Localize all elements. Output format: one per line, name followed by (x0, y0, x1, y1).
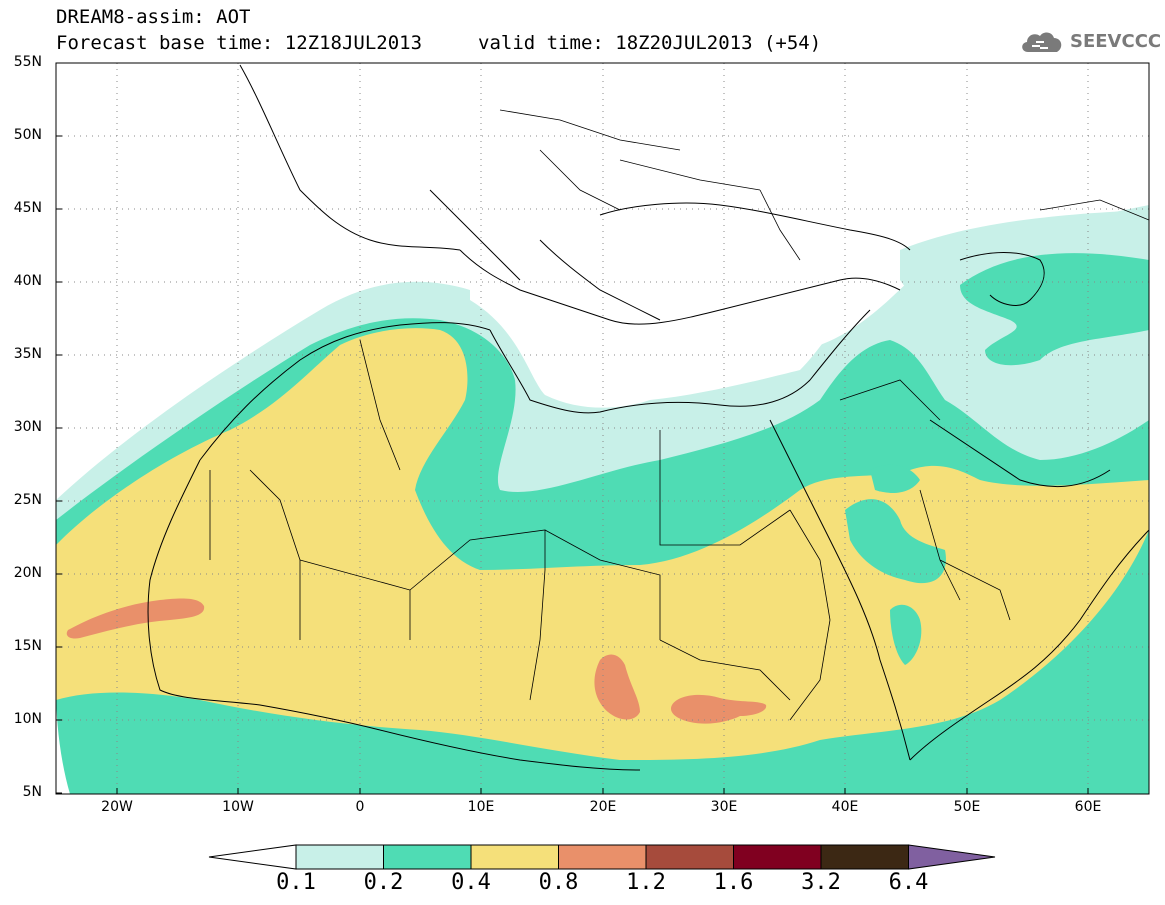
colorbar-label: 3.2 (801, 870, 841, 895)
valid-time: valid time: 18Z20JUL2013 (+54) (478, 32, 822, 54)
colorbar-label: 0.4 (451, 870, 491, 895)
cloud-icon (1022, 32, 1062, 52)
colorbar-under-triangle (208, 844, 297, 870)
aot-contour-0.8-west (66, 598, 205, 639)
colorbar-label: 0.1 (276, 870, 316, 895)
lon-label: 20E (589, 799, 617, 815)
lat-label: 55N (13, 54, 42, 70)
colorbar-box-0.8 (558, 844, 647, 870)
colorbar-over-triangle (908, 844, 996, 870)
colorbar-label: 0.2 (363, 870, 404, 895)
coastlines (147, 64, 1149, 771)
colorbar-box-0.2 (383, 844, 472, 870)
lat-label: 30N (13, 419, 42, 435)
graticule (56, 63, 1149, 794)
colorbar-label: 0.8 (538, 870, 579, 895)
lon-label: 0 (355, 799, 365, 815)
axis-ticks (56, 62, 1089, 794)
lon-label: 40E (831, 799, 859, 815)
colorbar (208, 844, 996, 870)
lat-label: 35N (13, 346, 42, 362)
lon-label: 10E (467, 799, 495, 815)
colorbar-label: 1.6 (713, 870, 754, 895)
aot-contour-0.8-central (594, 654, 640, 720)
lat-label: 5N (22, 784, 42, 800)
lat-label: 40N (13, 273, 42, 289)
lat-label: 50N (13, 127, 42, 143)
chart-title: DREAM8-assim: AOT (56, 6, 251, 28)
colorbar-box-1.6 (733, 844, 822, 870)
colorbar-label: 6.4 (888, 870, 929, 895)
colorbar-box-1.2 (645, 844, 734, 870)
seevccc-logo: SEEVCCC (1018, 28, 1162, 56)
aot-contour-0.8-east (670, 694, 767, 724)
colorbar-box-0.4 (470, 844, 559, 870)
lon-label: 10W (222, 799, 254, 815)
lon-label: 30E (710, 799, 738, 815)
aot-contour-0.4 (56, 328, 1149, 760)
lon-label: 60E (1074, 799, 1102, 815)
lat-label: 45N (13, 200, 42, 216)
logo-text: SEEVCCC (1070, 31, 1162, 52)
colorbar-label: 1.2 (626, 870, 666, 895)
colorbar-box-3.2 (820, 844, 909, 870)
colorbar-box-0.1 (295, 844, 384, 870)
borders (209, 109, 1149, 721)
lat-label: 20N (13, 565, 42, 581)
lon-label: 50E (953, 799, 981, 815)
lat-label: 10N (13, 711, 42, 727)
lat-label: 15N (13, 638, 42, 654)
lon-label: 20W (101, 799, 133, 815)
lat-label: 25N (13, 492, 42, 508)
forecast-base-time: Forecast base time: 12Z18JUL2013 (56, 32, 423, 54)
